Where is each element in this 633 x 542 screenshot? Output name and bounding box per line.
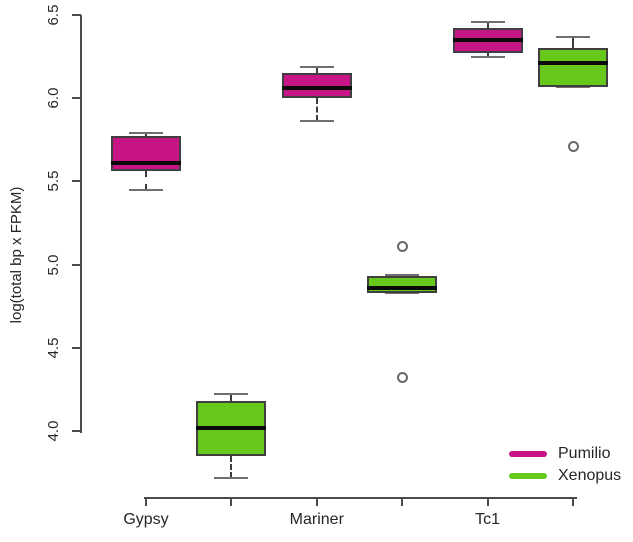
whisker-cap-upper-gypsy-pumilio: [129, 132, 163, 135]
x-tick: [230, 499, 233, 506]
y-axis-title: log(total bp x FPKM): [8, 186, 25, 324]
legend-label-xenopus: Xenopus: [558, 467, 622, 484]
legend-entry-pumilio: Pumilio: [509, 443, 621, 465]
whisker-cap-upper-tc1-xenopus: [556, 35, 590, 38]
category-label-mariner: Mariner: [289, 511, 344, 528]
outlier-point-tc1-xenopus: [567, 140, 579, 152]
whisker-lower-tc1-pumilio: [486, 53, 489, 57]
whisker-cap-upper-tc1-pumilio: [470, 20, 505, 23]
box-tc1-xenopus: [538, 48, 608, 87]
x-tick: [486, 499, 489, 506]
box-mariner-xenopus: [367, 276, 438, 293]
median-tc1-xenopus: [538, 61, 608, 66]
whisker-lower-mariner-pumilio: [315, 98, 318, 122]
y-tick-label: 6.5: [45, 4, 62, 26]
y-tick-label: 4.5: [45, 337, 62, 359]
median-gypsy-pumilio: [111, 161, 181, 166]
y-tick: [72, 97, 81, 100]
whisker-cap-lower-gypsy-pumilio: [129, 188, 163, 191]
median-gypsy-xenopus: [196, 425, 267, 430]
whisker-cap-lower-mariner-xenopus: [385, 291, 420, 294]
whisker-lower-gypsy-xenopus: [230, 455, 233, 478]
whisker-cap-lower-tc1-pumilio: [470, 55, 505, 58]
category-label-tc1: Tc1: [475, 511, 501, 528]
y-tick-label: 6.0: [45, 87, 62, 109]
y-tick: [72, 346, 81, 349]
box-gypsy-pumilio: [111, 136, 181, 172]
outlier-point-mariner-xenopus: [396, 240, 408, 252]
median-tc1-pumilio: [452, 37, 523, 42]
y-tick-label: 4.0: [45, 420, 62, 442]
legend-swatch-xenopus: [509, 473, 547, 479]
x-tick: [315, 499, 318, 506]
whisker-upper-mariner-pumilio: [315, 66, 318, 74]
x-axis-line: [144, 497, 577, 499]
legend-swatch-pumilio: [509, 451, 547, 457]
whisker-cap-lower-tc1-xenopus: [556, 85, 590, 88]
y-tick: [72, 430, 81, 432]
y-tick: [72, 180, 81, 183]
legend-label-pumilio: Pumilio: [558, 445, 611, 462]
whisker-cap-upper-mariner-xenopus: [385, 273, 420, 276]
legend: Pumilio Xenopus: [509, 443, 621, 487]
x-tick: [145, 499, 147, 506]
x-tick: [401, 499, 404, 506]
y-tick: [72, 14, 81, 16]
whisker-upper-tc1-pumilio: [486, 21, 489, 29]
whisker-cap-upper-mariner-pumilio: [299, 65, 334, 68]
outlier-point-mariner-xenopus: [396, 372, 408, 384]
box-mariner-pumilio: [281, 73, 352, 99]
y-tick-label: 5.0: [45, 254, 62, 276]
whisker-upper-gypsy-xenopus: [230, 394, 233, 402]
y-tick-label: 5.5: [45, 170, 62, 192]
median-mariner-xenopus: [367, 285, 438, 290]
whisker-cap-lower-gypsy-xenopus: [214, 476, 249, 479]
whisker-upper-gypsy-pumilio: [145, 133, 147, 137]
median-mariner-pumilio: [281, 86, 352, 91]
category-label-gypsy: Gypsy: [123, 511, 169, 528]
y-axis-line: [80, 15, 82, 433]
y-tick: [72, 263, 81, 266]
whisker-upper-tc1-xenopus: [572, 36, 574, 49]
legend-entry-xenopus: Xenopus: [509, 465, 621, 487]
whisker-cap-upper-gypsy-xenopus: [214, 393, 249, 396]
x-tick: [572, 499, 574, 506]
whisker-cap-lower-mariner-pumilio: [299, 120, 334, 123]
whisker-lower-gypsy-pumilio: [145, 171, 147, 190]
